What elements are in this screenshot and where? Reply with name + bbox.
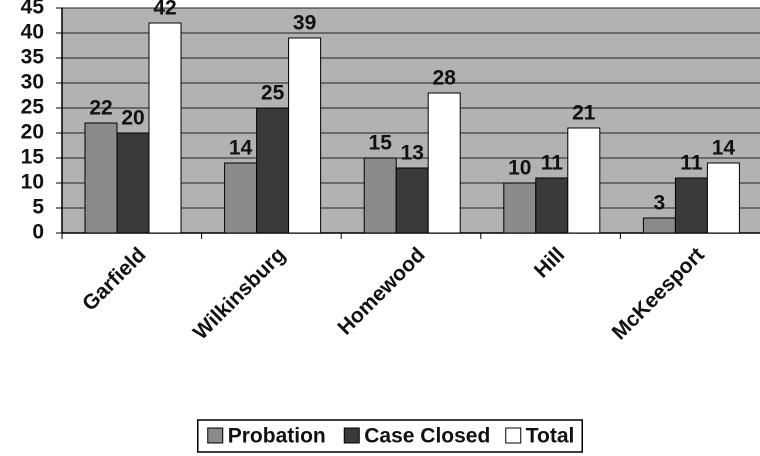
y-tick-label: 40 — [21, 21, 44, 44]
bar — [116, 132, 150, 234]
x-tick-label: Hill — [530, 243, 569, 282]
y-tick-label: 25 — [21, 96, 45, 119]
bar — [535, 177, 569, 234]
bar — [674, 177, 708, 234]
y-tick-label: 10 — [21, 171, 44, 194]
bar — [256, 107, 290, 234]
bar — [503, 182, 537, 234]
value-label: 3 — [654, 192, 666, 215]
value-label: 39 — [293, 12, 316, 35]
y-tick-label: 5 — [32, 196, 44, 219]
legend-label: Total — [526, 425, 575, 448]
value-label: 25 — [261, 82, 285, 105]
value-label: 42 — [153, 0, 176, 20]
bar — [224, 162, 258, 234]
value-label: 11 — [541, 152, 564, 175]
value-label: 13 — [401, 142, 424, 165]
value-label: 15 — [369, 132, 393, 155]
x-tick-label: Garfield — [78, 243, 150, 315]
bar — [84, 122, 118, 234]
value-label: 14 — [229, 137, 253, 160]
bar — [363, 157, 397, 234]
legend-label: Probation — [228, 425, 326, 448]
bar — [148, 22, 182, 234]
y-tick-label: 45 — [21, 0, 45, 19]
bar — [395, 167, 429, 234]
value-label: 28 — [433, 67, 457, 90]
x-tick-label: Homewood — [333, 243, 429, 339]
y-tick-label: 0 — [32, 221, 44, 244]
legend-swatch — [505, 427, 522, 444]
bar — [567, 127, 601, 234]
y-tick-label: 30 — [21, 71, 44, 94]
value-label: 11 — [680, 152, 703, 175]
y-tick-label: 15 — [21, 146, 45, 169]
y-tick-label: 35 — [21, 46, 45, 69]
legend-swatch — [207, 427, 224, 444]
bar — [706, 162, 740, 234]
value-label: 20 — [121, 107, 144, 130]
value-label: 21 — [572, 102, 596, 125]
legend-swatch — [343, 427, 360, 444]
bar — [288, 37, 322, 234]
value-label: 10 — [508, 157, 531, 180]
bar — [642, 217, 676, 234]
value-label: 22 — [89, 97, 112, 120]
x-tick-label: Wilkinsburg — [189, 243, 290, 344]
value-label: 14 — [712, 137, 736, 160]
legend-label: Case Closed — [364, 425, 490, 448]
x-tick-label: McKeesport — [608, 243, 709, 344]
y-tick-label: 20 — [21, 121, 44, 144]
bar — [427, 92, 461, 234]
